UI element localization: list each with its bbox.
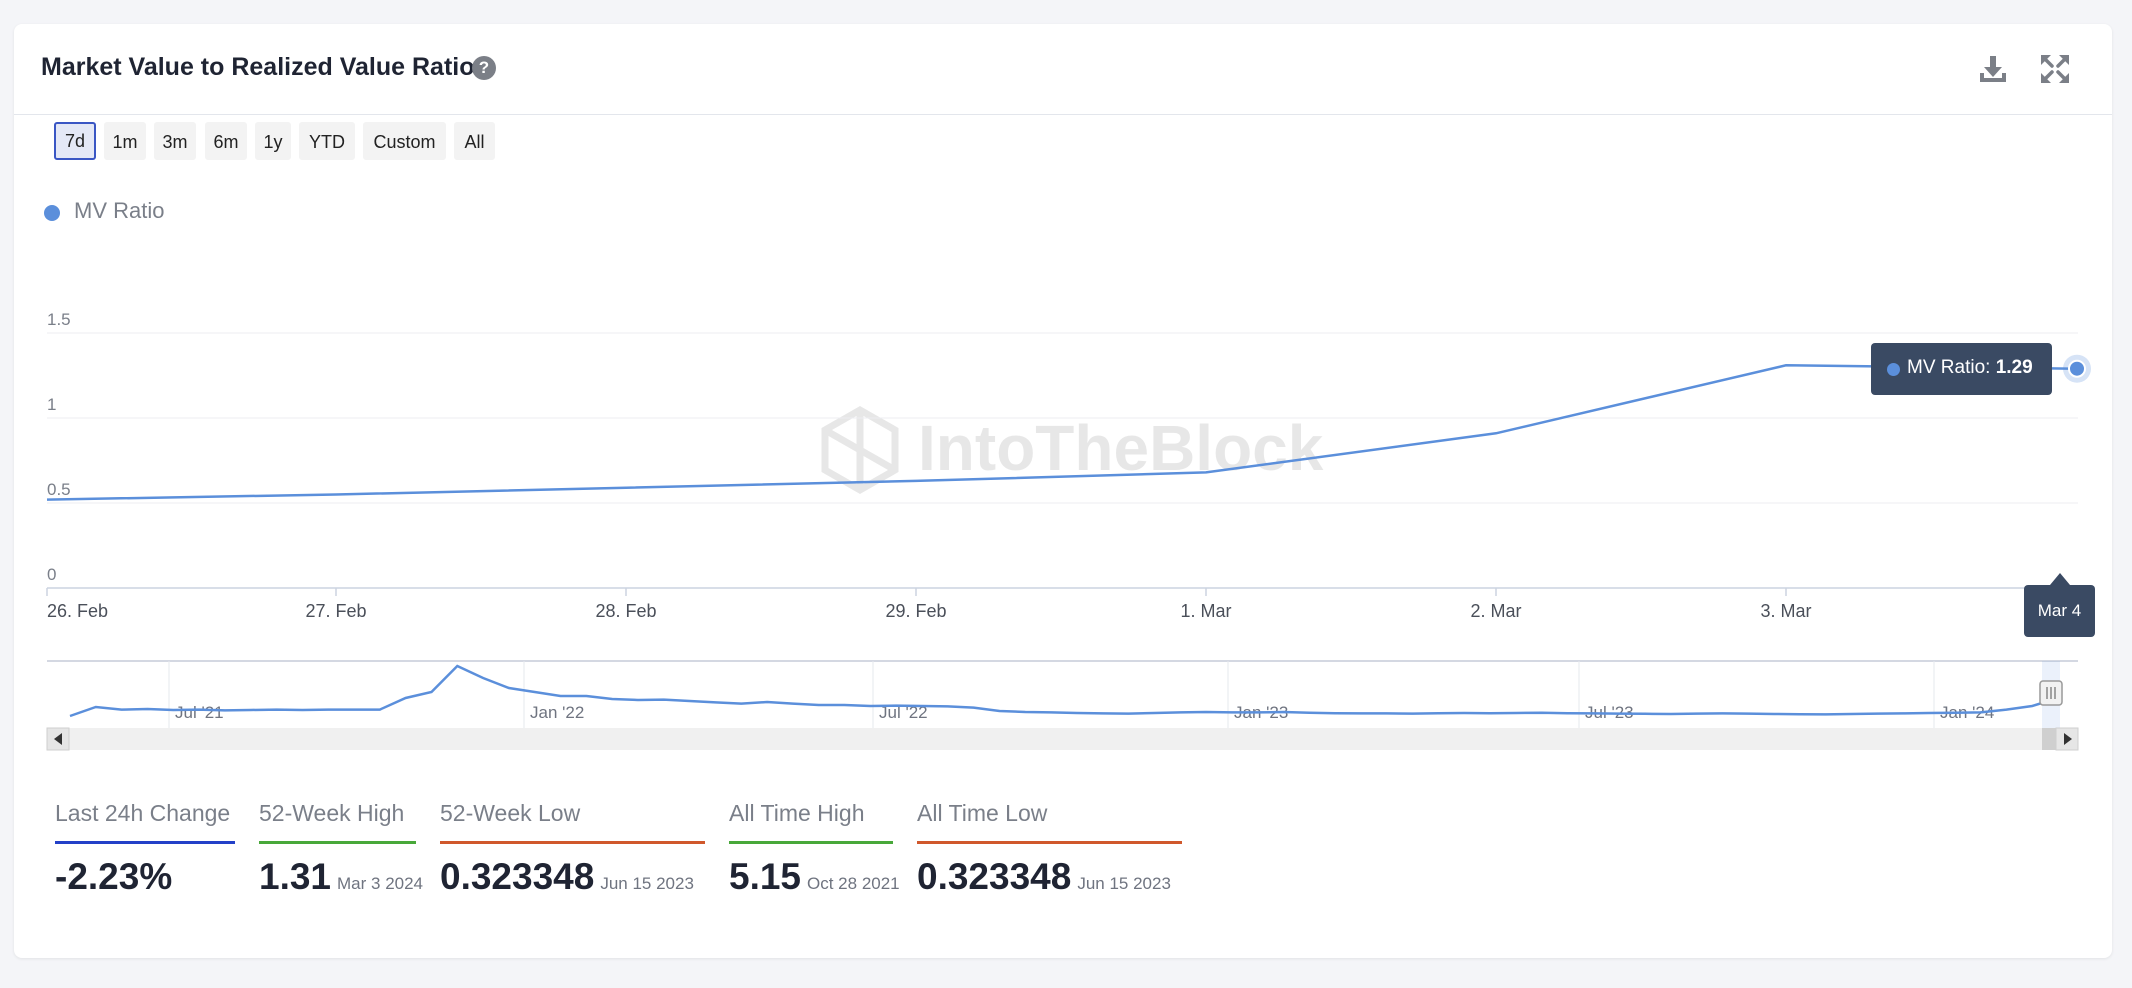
tooltip: MV Ratio: 1.29 <box>1871 343 2052 395</box>
navigator-tick-label: Jul '21 <box>175 703 224 722</box>
x-tick-label: 1. Mar <box>1180 601 1231 621</box>
watermark: IntoTheBlock <box>821 405 1324 495</box>
stat-underline <box>55 841 235 844</box>
expand-icon[interactable] <box>2038 52 2072 86</box>
range-button-ytd[interactable]: YTD <box>299 122 355 160</box>
scroll-right-arrow-icon <box>2064 733 2072 745</box>
x-tick-label: 26. Feb <box>47 601 108 621</box>
x-axis-flag: Mar 4 <box>2024 585 2095 637</box>
stat-52w-high: 52-Week High 1.31 Mar 3 2024 <box>259 800 423 897</box>
navigator-tick-label: Jan '22 <box>530 703 584 722</box>
navigator-tick-label: Jul '22 <box>879 703 928 722</box>
range-button-custom[interactable]: Custom <box>363 122 446 160</box>
stat-label: All Time High <box>729 800 865 826</box>
navigator-series-line <box>69 664 2059 718</box>
range-button-1y[interactable]: 1y <box>255 122 291 160</box>
range-button-1m[interactable]: 1m <box>104 122 146 160</box>
stat-underline <box>259 841 416 844</box>
watermark-text: IntoTheBlock <box>918 412 1324 484</box>
data-point <box>2068 359 2086 378</box>
stat-underline <box>440 841 705 844</box>
stat-all-time-high: All Time High 5.15 Oct 28 2021 <box>729 800 900 897</box>
stat-number: 0.323348 <box>917 856 1072 897</box>
stat-date: Jun 15 2023 <box>600 874 694 893</box>
download-icon[interactable] <box>1976 52 2010 86</box>
stat-52w-low: 52-Week Low 0.323348 Jun 15 2023 <box>440 800 705 897</box>
stat-number: -2.23% <box>55 856 173 897</box>
chart-title: Market Value to Realized Value Ratio <box>41 53 475 81</box>
stat-number: 5.15 <box>729 856 802 897</box>
legend-label: MV Ratio <box>74 198 165 223</box>
stat-number: 1.31 <box>259 856 332 897</box>
x-flag-arrow <box>2050 573 2070 585</box>
tooltip-text: MV Ratio: 1.29 <box>1907 357 2033 379</box>
stat-label: All Time Low <box>917 800 1048 826</box>
stat-24h-change: Last 24h Change -2.23% <box>55 800 235 897</box>
stat-label: Last 24h Change <box>55 800 231 826</box>
scroll-left-arrow-icon <box>54 733 62 745</box>
x-tick-label: 27. Feb <box>305 601 366 621</box>
stat-label: 52-Week High <box>259 800 405 826</box>
x-tick-label: 28. Feb <box>595 601 656 621</box>
tooltip-label: MV Ratio: <box>1907 357 1991 378</box>
range-button-all[interactable]: All <box>454 122 495 160</box>
watermark-logo <box>821 405 899 495</box>
range-button-3m[interactable]: 3m <box>154 122 196 160</box>
y-tick-label: 0 <box>47 565 56 584</box>
stat-underline <box>729 841 893 844</box>
x-tick-label: 29. Feb <box>885 601 946 621</box>
card-header: Market Value to Realized Value Ratio ? <box>14 24 2112 115</box>
question-circle-icon[interactable]: ? <box>472 56 496 80</box>
stat-value: 0.323348 Jun 15 2023 <box>440 856 694 898</box>
tooltip-marker <box>1887 363 1900 376</box>
stat-date: Oct 28 2021 <box>807 874 900 893</box>
series-line <box>46 364 2078 501</box>
y-tick-label: 0.5 <box>47 480 71 499</box>
stat-value: 5.15 Oct 28 2021 <box>729 856 900 898</box>
stat-value: -2.23% <box>55 856 172 898</box>
tooltip-value: 1.29 <box>1995 357 2033 378</box>
stat-date: Mar 3 2024 <box>337 874 424 893</box>
stat-underline <box>917 841 1182 844</box>
range-button-7d[interactable]: 7d <box>54 122 96 160</box>
x-tick-label: 2. Mar <box>1470 601 1521 621</box>
stat-label: 52-Week Low <box>440 800 581 826</box>
stat-all-time-low: All Time Low 0.323348 Jun 15 2023 <box>917 800 1182 897</box>
stat-value: 0.323348 Jun 15 2023 <box>917 856 1171 898</box>
chart-card: Market Value to Realized Value Ratio ? <box>14 24 2112 958</box>
stat-number: 0.323348 <box>440 856 595 897</box>
range-button-6m[interactable]: 6m <box>205 122 247 160</box>
scrollbar-track <box>47 728 2078 750</box>
y-tick-label: 1.5 <box>47 310 71 329</box>
stat-date: Jun 15 2023 <box>1077 874 1171 893</box>
x-tick-label: 3. Mar <box>1760 601 1811 621</box>
stat-value: 1.31 Mar 3 2024 <box>259 856 423 898</box>
legend-marker <box>44 205 60 221</box>
y-tick-label: 1 <box>47 395 56 414</box>
